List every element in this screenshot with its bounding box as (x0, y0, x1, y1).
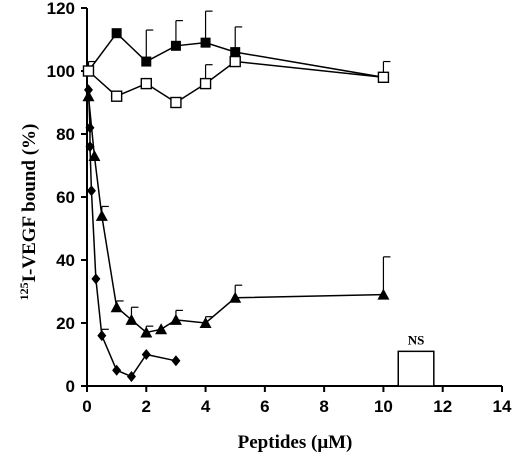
data-point (377, 71, 390, 84)
series-filled-square (83, 10, 391, 83)
axes: 0 2 4 6 8 10 12 14 0 20 40 60 80 100 120 (47, 0, 512, 416)
data-point (229, 55, 241, 68)
series-filled-diamond (83, 84, 181, 383)
data-point (199, 317, 212, 328)
y-tick-label: 80 (56, 125, 75, 144)
x-tick-label: 8 (319, 397, 328, 416)
data-point (88, 150, 101, 162)
data-point (95, 209, 108, 221)
data-point (86, 185, 96, 197)
x-tick-label: 0 (82, 397, 91, 416)
x-tick-label: 10 (374, 397, 393, 416)
data-point (170, 40, 181, 51)
data-point (82, 65, 95, 77)
x-tick-label: 6 (260, 397, 269, 416)
y-tick-label: 100 (47, 62, 75, 81)
x-tick-label: 2 (142, 397, 151, 416)
data-point (91, 273, 101, 285)
x-tick-label: 14 (493, 397, 512, 416)
data-point (126, 371, 136, 383)
x-axis-title: Peptides (μM) (238, 432, 353, 453)
data-point (85, 122, 95, 134)
y-axis-title-superscript: 125 (17, 282, 31, 300)
data-point (141, 56, 152, 67)
data-point (155, 323, 168, 335)
data-point (110, 301, 123, 313)
series-filled-triangle (82, 90, 391, 338)
series-layer: NS (82, 10, 435, 387)
y-tick-label: 40 (56, 251, 75, 270)
series-open-square (82, 55, 390, 109)
x-tick-label: 12 (433, 397, 452, 416)
y-tick-label: 120 (47, 0, 75, 18)
data-point (110, 90, 123, 102)
data-point (140, 326, 153, 338)
data-point (169, 313, 182, 325)
ns-bar (397, 350, 435, 387)
data-point (140, 77, 152, 90)
x-tick-label: 4 (201, 397, 211, 416)
data-point (200, 37, 211, 48)
data-point (171, 355, 181, 367)
data-point (111, 28, 122, 39)
data-point (97, 330, 107, 342)
series-line (87, 60, 384, 104)
y-tick-label: 0 (66, 377, 75, 396)
series-line (87, 89, 177, 378)
data-point (85, 141, 95, 153)
ns-bar-label: NS (408, 332, 425, 347)
data-point (199, 77, 212, 90)
data-point (141, 349, 151, 360)
data-point (83, 84, 93, 96)
data-point (229, 291, 242, 303)
data-point (230, 47, 241, 58)
data-point (170, 96, 182, 109)
data-point (112, 364, 122, 376)
y-tick-label: 20 (56, 314, 75, 333)
data-point (125, 313, 138, 325)
y-axis-title-text: I-VEGF bound (%) (19, 124, 40, 283)
y-axis-title: 125I-VEGF bound (%) (17, 124, 40, 301)
data-point (377, 288, 390, 300)
y-tick-label: 60 (56, 188, 75, 207)
